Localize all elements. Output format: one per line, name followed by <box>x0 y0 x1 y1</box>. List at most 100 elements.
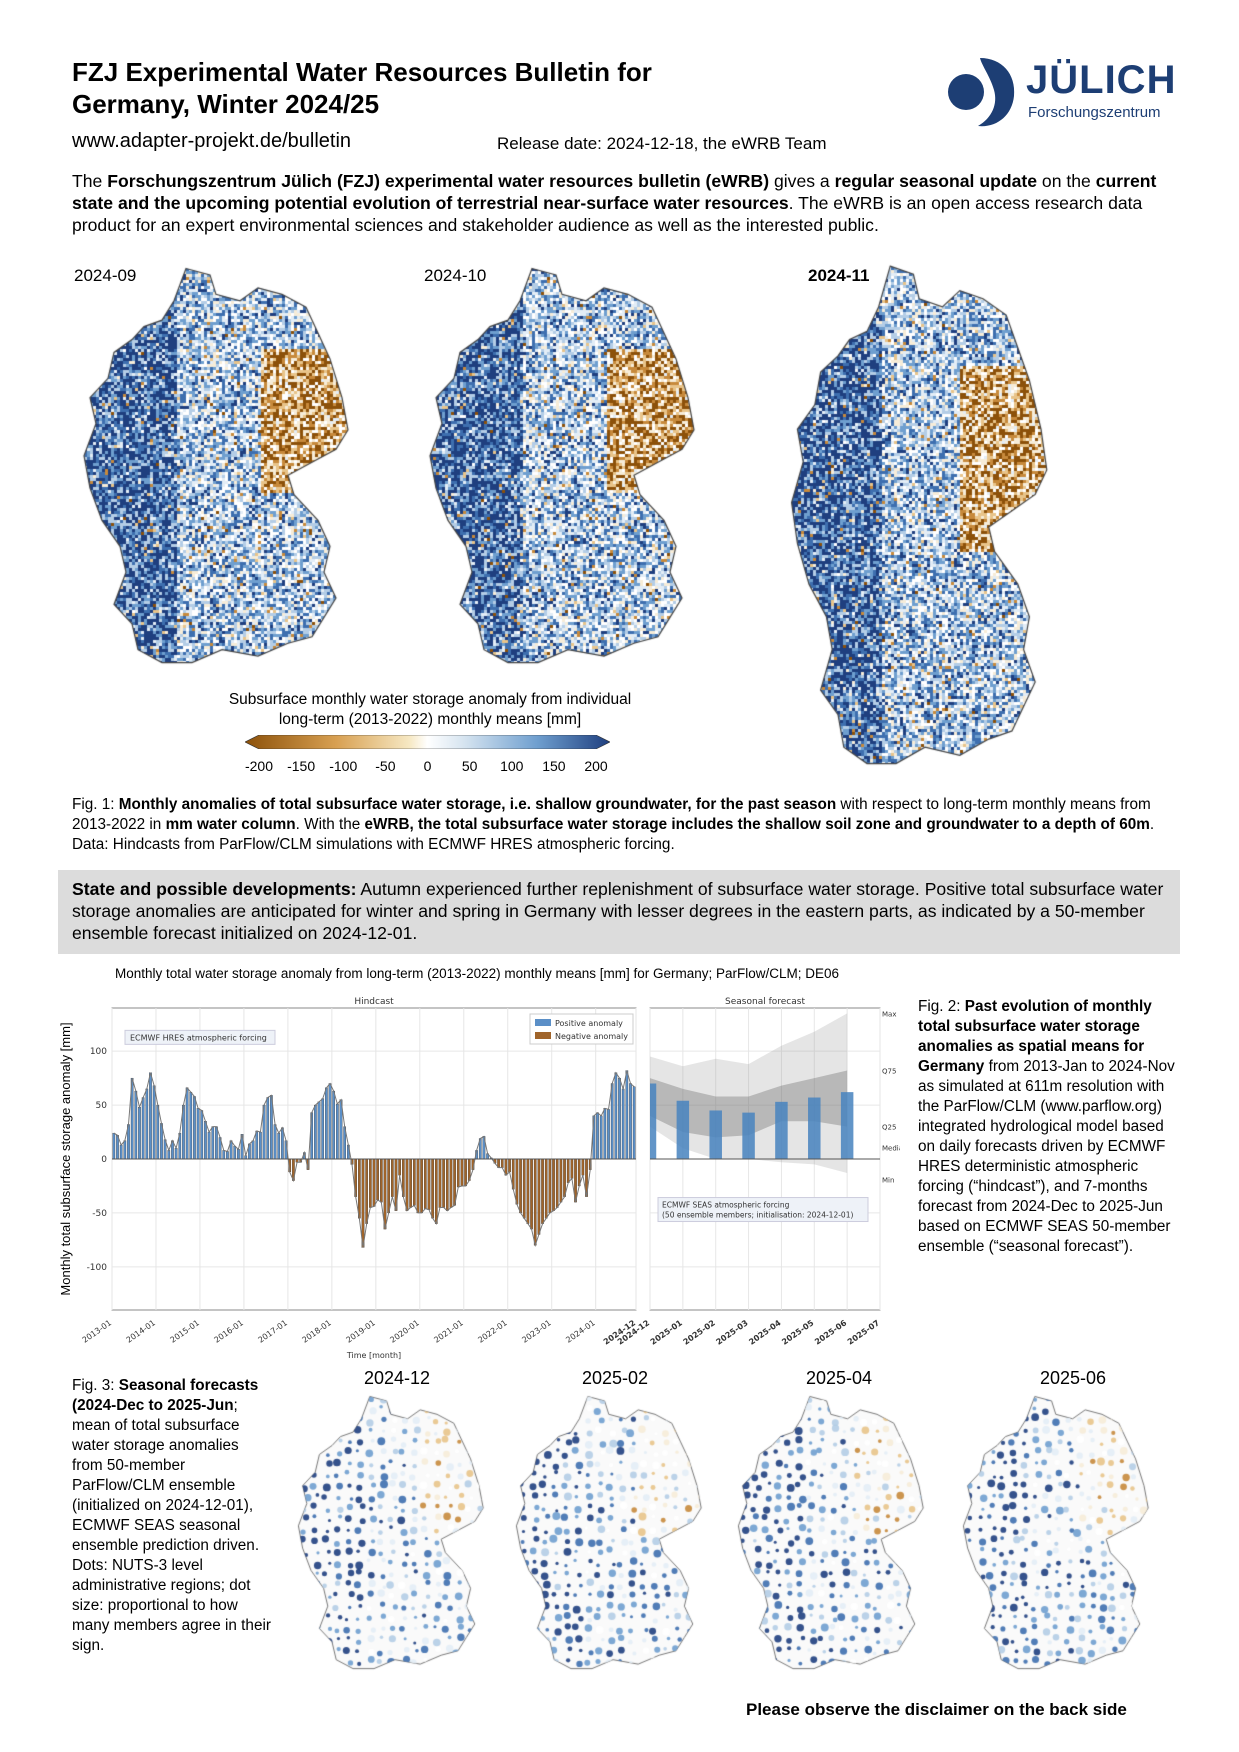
hindcast-bar <box>614 1072 618 1160</box>
hindcast-bar <box>328 1083 332 1160</box>
hindcast-bar <box>453 1158 456 1206</box>
colorbar-tick: -100 <box>329 758 358 774</box>
hindcast-bar <box>519 1158 522 1214</box>
hindcast-bar <box>358 1158 361 1219</box>
fig3-caption: Fig. 3: Seasonal forecasts (2024-Dec to … <box>72 1377 271 1654</box>
x-tick-label: 2014-01 <box>125 1318 158 1345</box>
y-tick-label: -50 <box>92 1209 107 1219</box>
hindcast-annotation: ECMWF HRES atmospheric forcing <box>130 1033 267 1042</box>
y-axis-label: Monthly total subsurface storage anomaly… <box>58 1022 73 1295</box>
anomaly-map-2024-11 <box>780 258 1070 788</box>
hindcast-bar <box>383 1158 387 1230</box>
forecast-annotation: (50 ensemble members; initialisation: 20… <box>662 1211 853 1220</box>
hindcast-bar <box>405 1158 409 1211</box>
x-tick-label: 2025-01 <box>649 1318 685 1347</box>
hindcast-bar <box>365 1158 368 1224</box>
dot-map-label: 2025-04 <box>806 1368 873 1388</box>
hindcast-bar <box>380 1158 383 1203</box>
hindcast-bar <box>449 1158 453 1208</box>
chart-title: Monthly total water storage anomaly from… <box>115 966 840 981</box>
colorbar-tick: -150 <box>287 758 316 774</box>
hindcast-bar <box>134 1090 138 1160</box>
forecast-bar <box>650 1083 657 1159</box>
hindcast-bar <box>372 1158 376 1207</box>
hindcast-bar <box>544 1158 548 1219</box>
hindcast-bar <box>112 1132 116 1160</box>
hindcast-bar <box>515 1158 519 1205</box>
state-summary-box: State and possible developments: Autumn … <box>58 870 1180 954</box>
band-label: Q25 <box>882 1124 896 1132</box>
logo-mark-icon <box>948 58 1015 127</box>
hindcast-bar <box>237 1149 240 1160</box>
hindcast-bar <box>541 1158 544 1224</box>
colorbar <box>245 735 610 749</box>
juelich-logo: JÜLICH Forschungszentrum <box>940 52 1190 132</box>
hindcast-bar <box>174 1148 178 1160</box>
hindcast-bar <box>530 1158 533 1230</box>
hindcast-bar <box>632 1086 636 1160</box>
forecast-bar <box>709 1110 722 1159</box>
x-tick-label: 2021-01 <box>432 1318 465 1345</box>
forecast-annotation: ECMWF SEAS atmospheric forcing <box>662 1201 790 1210</box>
annotation-box <box>124 1029 276 1045</box>
hindcast-bar <box>369 1158 372 1208</box>
x-tick-label: 2025-05 <box>780 1318 816 1347</box>
hindcast-bar <box>438 1158 442 1208</box>
hindcast-bar <box>376 1158 379 1201</box>
dot-map-label: 2025-06 <box>1040 1368 1107 1388</box>
hindcast-bar <box>456 1158 460 1188</box>
forecast-minmax-band <box>650 1013 848 1174</box>
hindcast-bar <box>526 1158 530 1224</box>
x-tick-label: 2018-01 <box>300 1318 333 1345</box>
x-tick-label: 2023-01 <box>520 1318 553 1345</box>
x-tick-label: 2025-03 <box>714 1318 749 1346</box>
hindcast-bar <box>555 1158 559 1208</box>
hindcast-bar <box>563 1158 566 1197</box>
hindcast-bar <box>119 1144 123 1160</box>
hindcast-bar <box>211 1126 215 1160</box>
hindcast-bar <box>152 1085 156 1160</box>
hindcast-bar <box>464 1158 467 1187</box>
hindcast-bar <box>336 1103 339 1160</box>
hindcast-bar <box>193 1096 196 1160</box>
hindcast-bar <box>361 1158 365 1248</box>
hindcast-line <box>113 1070 635 1248</box>
bulletin-url[interactable]: www.adapter-projekt.de/bulletin <box>72 130 352 152</box>
hindcast-bar <box>610 1083 614 1160</box>
band-label: Max <box>882 1010 896 1018</box>
x-tick-label: 2025-04 <box>747 1318 783 1347</box>
hindcast-bar <box>570 1158 574 1179</box>
x-tick-label: 2019-01 <box>344 1318 377 1345</box>
dot-map-label: 2025-02 <box>582 1368 649 1388</box>
x-tick-label: 2016-01 <box>213 1318 246 1345</box>
hindcast-bar <box>387 1158 390 1214</box>
hindcast-bar <box>599 1115 603 1160</box>
fig2-caption: Fig. 2: Past evolution of monthly total … <box>918 998 1175 1255</box>
hindcast-bar <box>416 1158 420 1214</box>
hindcast-bar <box>423 1158 427 1209</box>
forecast-bar <box>775 1101 788 1159</box>
hindcast-bar <box>629 1083 632 1160</box>
hindcast-bar <box>332 1090 336 1160</box>
hindcast-bar <box>317 1101 321 1160</box>
colorbar-tick: 0 <box>423 758 432 774</box>
hindcast-bar <box>251 1140 255 1160</box>
y-tick-label: 100 <box>90 1047 107 1057</box>
hindcast-bar <box>552 1158 555 1211</box>
legend-swatch-negative <box>535 1032 551 1039</box>
hindcast-bar <box>566 1158 570 1183</box>
fig1-caption: Fig. 1: Monthly anomalies of total subsu… <box>72 796 1155 853</box>
release-date: Release date: 2024-12-18, the eWRB Team <box>497 134 827 153</box>
annotation-box <box>657 1197 869 1223</box>
hindcast-bar <box>577 1158 581 1187</box>
x-tick-label: 2025-02 <box>682 1318 717 1346</box>
hindcast-bar <box>145 1088 149 1160</box>
hindcast-bar <box>215 1126 218 1160</box>
band-label: Median <box>882 1145 900 1153</box>
hindcast-bar <box>500 1158 504 1168</box>
hindcast-bar <box>207 1131 211 1160</box>
y-tick-label: -100 <box>87 1263 108 1273</box>
colorbar-ticks: -200 -150 -100 -50 0 50 100 150 200 <box>245 758 610 776</box>
legend-swatch-positive <box>535 1019 551 1026</box>
storage-anomaly-chart: Monthly total subsurface storage anomaly… <box>58 997 900 1360</box>
